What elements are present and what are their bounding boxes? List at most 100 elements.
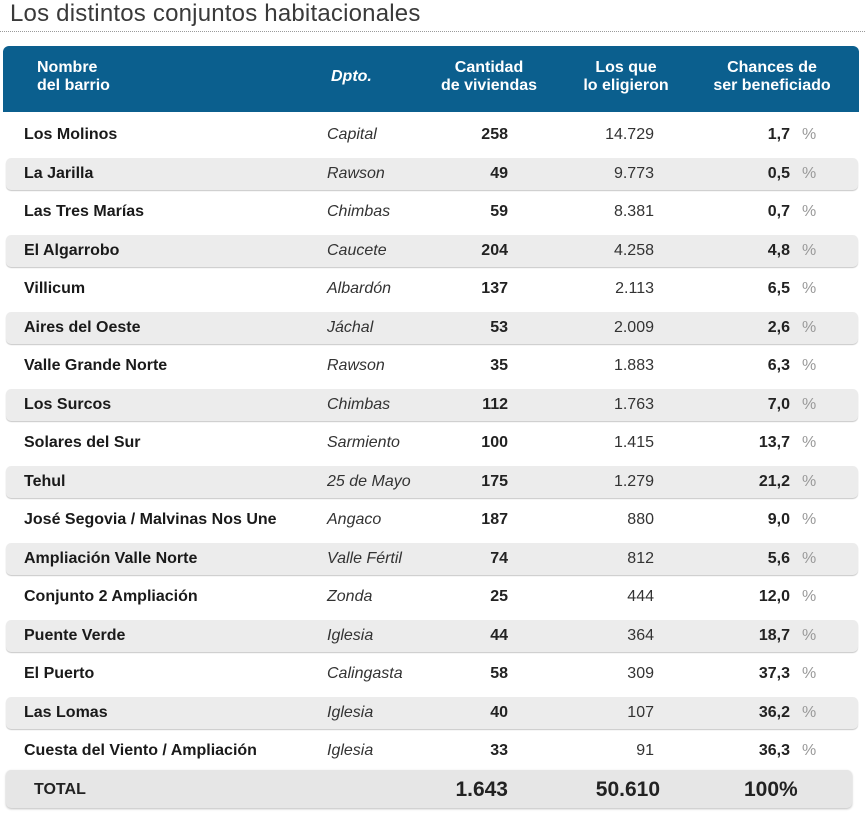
percent-sign: % bbox=[802, 126, 817, 143]
eligieron-cell: 812 bbox=[627, 549, 654, 567]
chances-cell: 21,2 bbox=[758, 472, 790, 490]
cantidad-cell: 33 bbox=[490, 742, 508, 759]
dpto-cell: Calingasta bbox=[327, 665, 403, 682]
total-row: TOTAL 1.643 50.610 100% bbox=[6, 770, 852, 808]
percent-sign: % bbox=[802, 164, 817, 182]
eligieron-cell: 444 bbox=[627, 588, 654, 605]
barrio-name: Solares del Sur bbox=[24, 434, 141, 451]
cantidad-cell: 258 bbox=[481, 126, 508, 143]
percent-sign: % bbox=[802, 511, 817, 528]
cantidad-cell: 112 bbox=[482, 395, 508, 413]
barrio-name: Los Surcos bbox=[24, 395, 112, 413]
percent-sign: % bbox=[802, 703, 817, 721]
dpto-cell: Albardón bbox=[327, 280, 392, 297]
total-cantidad: 1.643 bbox=[455, 778, 508, 801]
chances-cell: 0,7 bbox=[767, 203, 790, 220]
table-row: Tehul 25 de Mayo 175 1.279 21,2% bbox=[0, 463, 865, 502]
eligieron-cell: 2.009 bbox=[613, 318, 654, 336]
chances-cell: 6,5 bbox=[767, 280, 790, 297]
dpto-cell: Capital bbox=[327, 126, 377, 143]
table-row: El Algarrobo Caucete 204 4.258 4,8% bbox=[0, 232, 865, 271]
barrio-name: Valle Grande Norte bbox=[24, 357, 168, 374]
eligieron-cell: 364 bbox=[627, 626, 654, 644]
table-row: Los Molinos Capital 258 14.729 1,7% bbox=[0, 116, 865, 155]
percent-sign: % bbox=[802, 318, 817, 336]
eligieron-cell: 14.729 bbox=[605, 126, 654, 143]
header-barrio: Nombre del barrio bbox=[37, 59, 110, 94]
table-body: Los Molinos Capital 258 14.729 1,7% La Jarill… bbox=[0, 116, 865, 771]
dpto-cell: Chimbas bbox=[327, 203, 391, 220]
barrio-name: Puente Verde bbox=[24, 626, 126, 644]
eligieron-cell: 1.415 bbox=[613, 434, 654, 451]
chances-cell: 2,6 bbox=[767, 318, 790, 336]
percent-sign: % bbox=[802, 549, 817, 567]
barrio-name: Villicum bbox=[24, 280, 86, 297]
chances-cell: 13,7 bbox=[758, 434, 790, 451]
table-row: Cuesta del Viento / Ampliación Iglesia 33 9… bbox=[0, 732, 865, 771]
dpto-cell: Rawson bbox=[327, 357, 385, 374]
barrio-name: El Puerto bbox=[24, 665, 95, 682]
chances-cell: 9,0 bbox=[767, 511, 790, 528]
cantidad-cell: 58 bbox=[490, 665, 508, 682]
header-dpto: Dpto. bbox=[331, 68, 372, 85]
dpto-cell: Valle Fértil bbox=[327, 549, 402, 567]
row-shading bbox=[6, 465, 858, 498]
table-row: Villicum Albardón 137 2.113 6,5% bbox=[0, 270, 865, 309]
percent-sign: % bbox=[802, 742, 817, 759]
eligieron-cell: 2.113 bbox=[615, 280, 654, 297]
table-row: Valle Grande Norte Rawson 35 1.883 6,3% bbox=[0, 347, 865, 386]
percent-sign: % bbox=[802, 588, 817, 605]
chances-cell: 12,0 bbox=[758, 588, 790, 605]
barrio-name: El Algarrobo bbox=[24, 241, 120, 259]
dpto-cell: Iglesia bbox=[327, 742, 374, 759]
table-row: El Puerto Calingasta 58 309 37,3% bbox=[0, 655, 865, 694]
title-divider bbox=[0, 31, 865, 32]
table-row: Aires del Oeste Jáchal 53 2.009 2,6% bbox=[0, 309, 865, 348]
dpto-cell: 25 de Mayo bbox=[327, 472, 411, 490]
table-header: Nombre del barrio Dpto. Cantidad de vivien… bbox=[3, 46, 859, 112]
row-shading bbox=[6, 696, 858, 729]
cantidad-cell: 187 bbox=[481, 511, 508, 528]
chances-cell: 36,3 bbox=[758, 742, 790, 759]
cantidad-cell: 175 bbox=[481, 472, 508, 490]
row-shading bbox=[6, 388, 858, 421]
percent-sign: % bbox=[802, 203, 817, 220]
chances-cell: 37,3 bbox=[758, 665, 790, 682]
cantidad-cell: 137 bbox=[481, 280, 508, 297]
percent-sign: % bbox=[802, 472, 817, 490]
eligieron-cell: 107 bbox=[627, 703, 654, 721]
chances-cell: 18,7 bbox=[758, 626, 790, 644]
row-shading bbox=[6, 619, 858, 652]
header-cantidad: Cantidad de viviendas bbox=[440, 59, 538, 94]
cantidad-cell: 40 bbox=[490, 703, 508, 721]
table-row: Las Tres Marías Chimbas 59 8.381 0,7% bbox=[0, 193, 865, 232]
chances-cell: 4,8 bbox=[767, 241, 790, 259]
table-row: Conjunto 2 Ampliación Zonda 25 444 12,0% bbox=[0, 578, 865, 617]
dpto-cell: Zonda bbox=[327, 588, 373, 605]
table-row: Las Lomas Iglesia 40 107 36,2% bbox=[0, 694, 865, 733]
cantidad-cell: 59 bbox=[490, 203, 508, 220]
percent-sign: % bbox=[802, 241, 817, 259]
table-row: Ampliación Valle Norte Valle Fértil 74 812 5… bbox=[0, 540, 865, 579]
cantidad-cell: 204 bbox=[481, 241, 508, 259]
barrio-name: Tehul bbox=[24, 472, 66, 490]
barrio-name: Ampliación Valle Norte bbox=[24, 549, 198, 567]
barrio-name: La Jarilla bbox=[24, 164, 94, 182]
page-title: Los distintos conjuntos habitacionales bbox=[10, 0, 421, 27]
barrio-name: Las Lomas bbox=[24, 703, 108, 721]
eligieron-cell: 8.381 bbox=[613, 203, 654, 220]
eligieron-cell: 1.279 bbox=[613, 472, 654, 490]
cantidad-cell: 53 bbox=[490, 318, 508, 336]
percent-sign: % bbox=[802, 665, 817, 682]
dpto-cell: Iglesia bbox=[327, 626, 374, 644]
percent-sign: % bbox=[802, 434, 817, 451]
table-row: Solares del Sur Sarmiento 100 1.415 13,7% bbox=[0, 424, 865, 463]
cantidad-cell: 100 bbox=[481, 434, 508, 451]
total-label: TOTAL bbox=[34, 781, 86, 798]
barrio-name: Aires del Oeste bbox=[24, 318, 141, 336]
table-row: Puente Verde Iglesia 44 364 18,7% bbox=[0, 617, 865, 656]
dpto-cell: Jáchal bbox=[327, 318, 374, 336]
percent-sign: % bbox=[802, 395, 817, 413]
table-row: La Jarilla Rawson 49 9.773 0,5% bbox=[0, 155, 865, 194]
barrio-name: Los Molinos bbox=[24, 126, 118, 143]
